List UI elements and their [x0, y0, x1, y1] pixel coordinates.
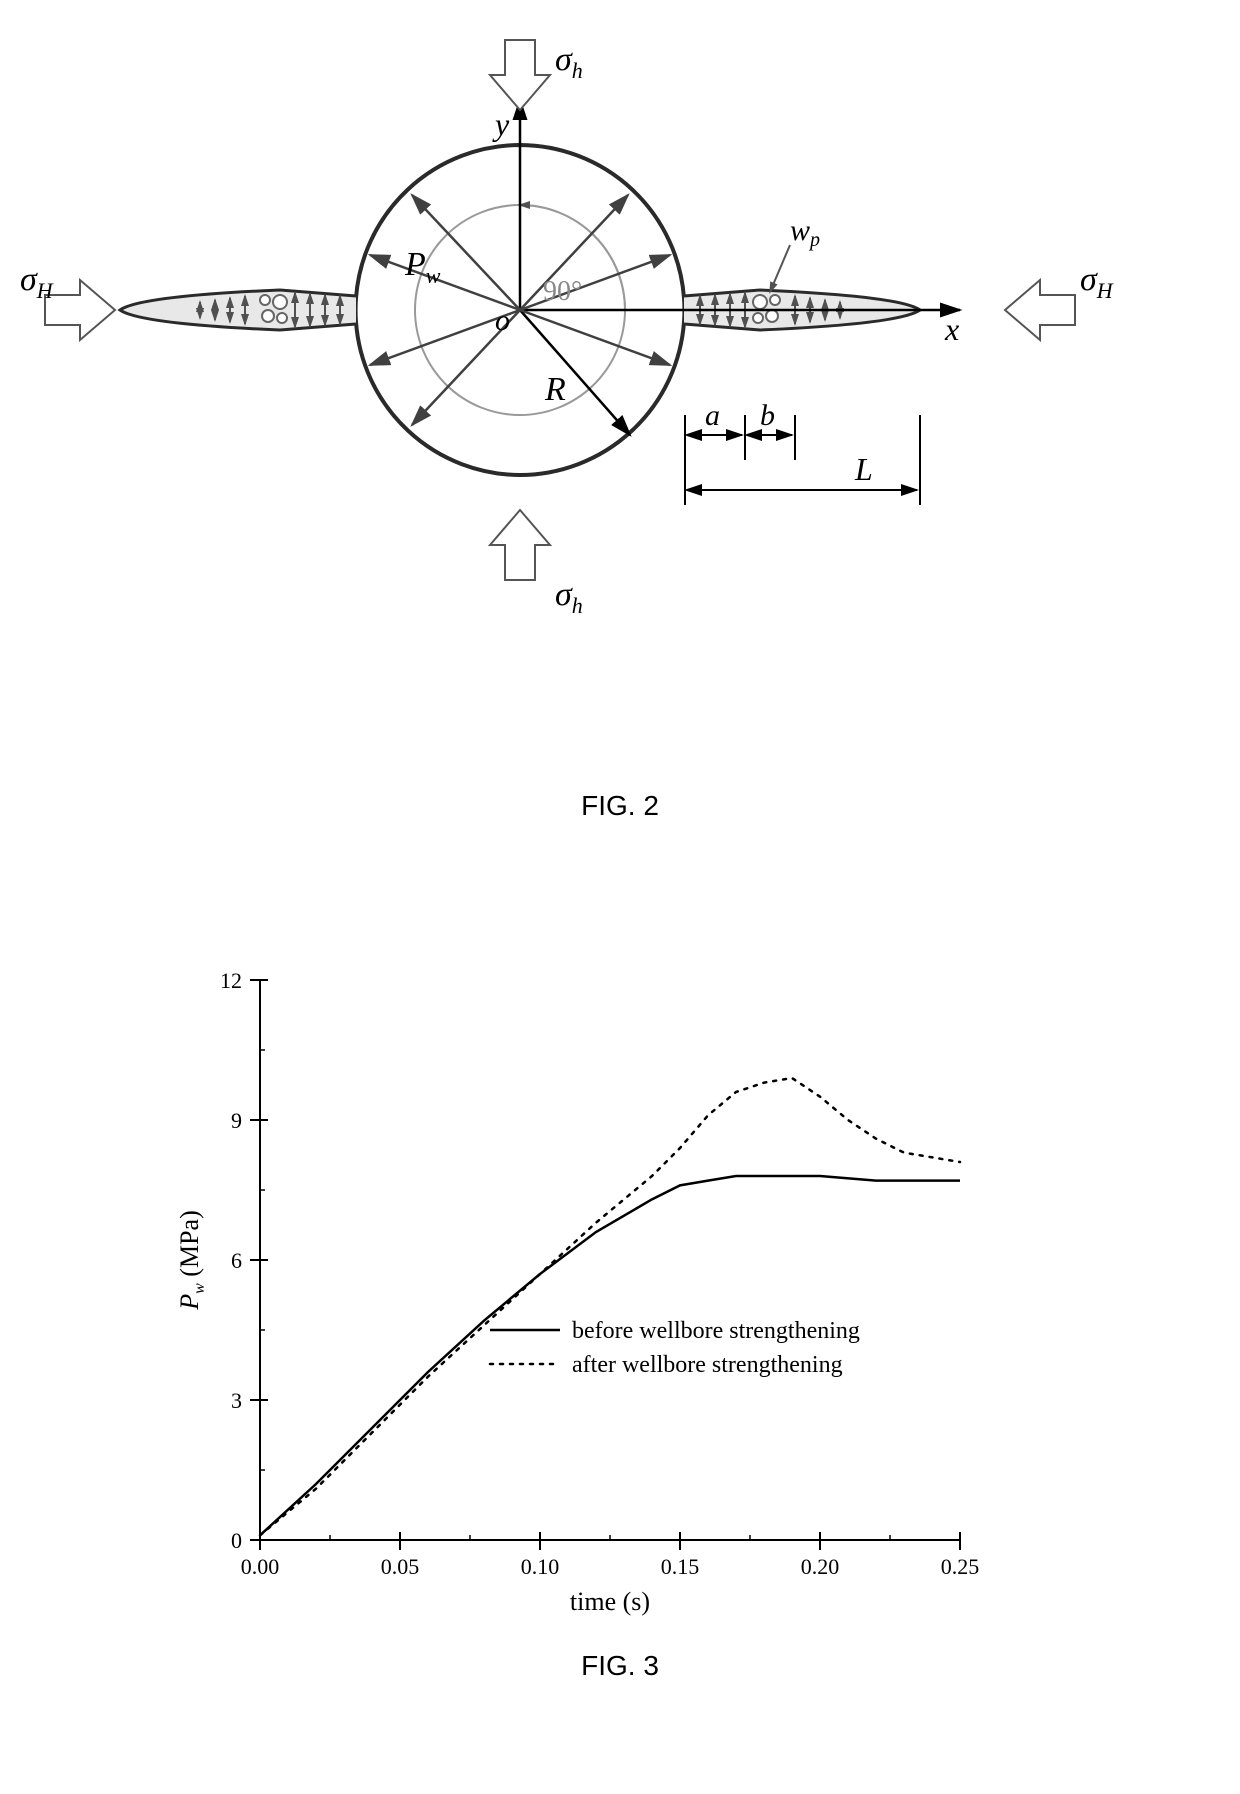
svg-text:after wellbore strengthening: after wellbore strengthening: [572, 1352, 843, 1378]
dimensions: [685, 415, 920, 505]
x-label: x: [944, 311, 959, 347]
sigma-h-bottom: σh: [555, 576, 583, 618]
origin-label: o: [495, 304, 510, 337]
svg-text:9: 9: [231, 1108, 242, 1133]
fig2-svg: σh σh σH σH y x o Pw R 90° wp a b L: [0, 0, 1240, 750]
wp-label: wp: [790, 214, 820, 251]
svg-text:0.20: 0.20: [801, 1554, 840, 1579]
R-label: R: [544, 371, 566, 408]
dim-L: L: [854, 451, 873, 487]
sigma-H-left: σH: [20, 261, 54, 303]
svg-text:Pw (MPa): Pw (MPa): [175, 1210, 208, 1311]
sigma-h-top: σh: [555, 41, 583, 83]
fig3-svg: 0 3 6 9 12 0.00 0.05 0.10 0.15 0.20 0.25 time (s) Pw…: [0, 880, 1240, 1640]
svg-text:time (s): time (s): [570, 1587, 650, 1616]
pw-label: Pw: [404, 246, 441, 288]
svg-text:before wellbore strengthening: before wellbore strengthening: [572, 1318, 860, 1344]
dim-b: b: [760, 399, 775, 432]
svg-text:0.10: 0.10: [521, 1554, 560, 1579]
svg-text:0.25: 0.25: [941, 1554, 980, 1579]
fig3-container: 0 3 6 9 12 0.00 0.05 0.10 0.15 0.20 0.25 time (s) Pw…: [0, 880, 1240, 1682]
svg-text:0: 0: [231, 1528, 242, 1553]
svg-text:12: 12: [220, 968, 242, 993]
fig3-caption: FIG. 3: [0, 1650, 1240, 1682]
svg-text:3: 3: [231, 1388, 242, 1413]
fig2-container: σh σh σH σH y x o Pw R 90° wp a b L FIG.…: [0, 0, 1240, 822]
sigma-H-right: σH: [1080, 261, 1114, 303]
dim-a: a: [705, 399, 720, 432]
y-label: y: [492, 106, 510, 142]
svg-text:0.15: 0.15: [661, 1554, 700, 1579]
svg-text:0.00: 0.00: [241, 1554, 280, 1579]
fig2-caption: FIG. 2: [0, 790, 1240, 822]
wp-pointer: [770, 245, 790, 292]
svg-text:6: 6: [231, 1248, 242, 1273]
svg-text:0.05: 0.05: [381, 1554, 420, 1579]
angle-label: 90°: [543, 276, 582, 307]
radius-line: [520, 310, 630, 435]
crack-left: [120, 290, 356, 330]
